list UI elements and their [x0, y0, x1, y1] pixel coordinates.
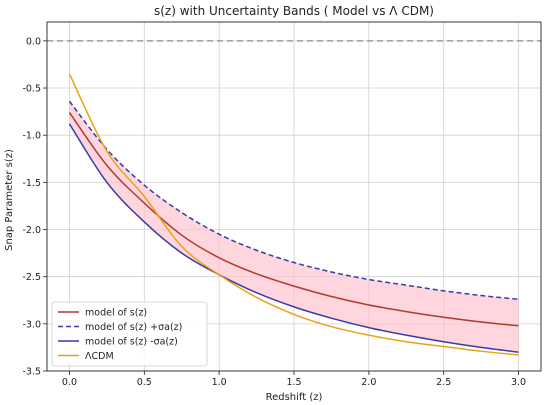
series-line-3 — [68, 73, 519, 356]
y-tick-label: -3.0 — [22, 319, 41, 330]
x-tick-label: 0.0 — [62, 377, 77, 388]
legend-label-1: model of s(z) +σa(z) — [85, 322, 182, 333]
legend-label-3: ΛCDM — [85, 351, 114, 362]
y-tick-label: -1.0 — [22, 131, 41, 142]
uncertainty-band-layer — [69, 101, 519, 353]
y-tick-label: -2.0 — [22, 225, 41, 236]
x-axis-label: Redshift (z) — [266, 392, 323, 403]
legend-label-2: model of s(z) -σa(z) — [85, 337, 178, 348]
x-tick-label: 3.0 — [511, 377, 526, 388]
y-tick-label: -3.5 — [22, 367, 41, 378]
chart-title: s(z) with Uncertainty Bands ( Model vs Λ… — [154, 4, 434, 18]
x-ticks: 0.0 0.5 1.0 1.5 2.0 2.5 3.0 — [62, 371, 526, 388]
legend-box — [51, 301, 208, 367]
y-tick-label: 0.0 — [26, 36, 41, 47]
y-axis-label: Snap Parameter s(z) — [4, 149, 15, 251]
series-layer — [68, 73, 519, 356]
x-tick-label: 2.5 — [436, 377, 451, 388]
y-tick-label: -1.5 — [22, 178, 41, 189]
series-line-1 — [68, 100, 519, 301]
uncertainty-band — [69, 101, 519, 353]
legend: model of s(z) model of s(z) +σa(z) model o… — [51, 301, 208, 367]
series-line-2 — [68, 123, 519, 353]
x-tick-label: 1.0 — [212, 377, 227, 388]
y-ticks: 0.0 -0.5 -1.0 -1.5 -2.0 -2.5 -3.0 -3.5 — [22, 36, 47, 378]
y-tick-label: -0.5 — [22, 84, 41, 95]
x-tick-label: 1.5 — [286, 377, 301, 388]
y-tick-label: -2.5 — [22, 272, 41, 283]
x-tick-label: 0.5 — [137, 377, 152, 388]
series-line-0 — [68, 112, 519, 327]
x-tick-label: 2.0 — [361, 377, 376, 388]
legend-label-0: model of s(z) — [85, 308, 147, 319]
